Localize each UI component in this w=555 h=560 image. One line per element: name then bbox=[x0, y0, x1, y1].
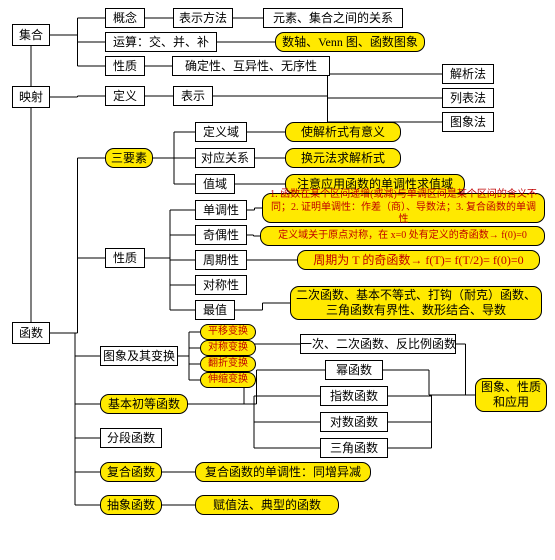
node-zz: 最值 bbox=[195, 300, 235, 320]
node-sjhx: 三角函数 bbox=[320, 438, 388, 458]
node-fn: 函数 bbox=[12, 322, 50, 344]
node-dygx_note: 换元法求解析式 bbox=[285, 148, 401, 168]
node-ddx: 单调性 bbox=[195, 200, 247, 220]
node-dcbh: 对称变换 bbox=[200, 340, 256, 356]
node-tuxiang: 图象法 bbox=[442, 112, 494, 132]
node-concept: 概念 bbox=[105, 8, 145, 28]
node-fzbh: 翻折变换 bbox=[200, 356, 256, 372]
node-mi: 幂函数 bbox=[325, 360, 383, 380]
node-cx_note: 赋值法、典型的函数 bbox=[195, 495, 339, 515]
node-map: 映射 bbox=[12, 86, 50, 108]
node-yeb: 一次、二次函数、反比例函数 bbox=[300, 334, 456, 354]
node-zhi: 指数函数 bbox=[320, 386, 388, 406]
node-txbh: 图象及其变换 bbox=[100, 346, 178, 366]
node-repr2: 表示 bbox=[173, 86, 213, 106]
node-dcx: 对称性 bbox=[195, 275, 247, 295]
node-ddx_note: 1. 函数在某个区间递增(或减)与单调区间是某个区间的含义不同；2. 证明单调性… bbox=[262, 193, 545, 223]
node-pybh: 平移变换 bbox=[200, 324, 256, 340]
node-repr: 表示方法 bbox=[173, 8, 233, 28]
node-jiexi: 解析法 bbox=[442, 64, 494, 84]
node-def: 定义 bbox=[105, 86, 145, 106]
node-sanyaosu: 三要素 bbox=[105, 148, 153, 168]
node-fhhx: 复合函数 bbox=[100, 462, 162, 482]
node-fn_props: 性质 bbox=[105, 248, 145, 268]
node-jbcd: 基本初等函数 bbox=[100, 394, 188, 414]
node-zz_note: 二次函数、基本不等式、打钩（耐克）函数、三角函数有界性、数形结合、导数 bbox=[290, 286, 542, 320]
node-ops: 运算：交、并、补 bbox=[105, 32, 217, 52]
node-txxy: 图象、性质和应用 bbox=[475, 378, 547, 412]
node-ssbh: 伸缩变换 bbox=[200, 372, 256, 388]
node-ops_note: 数轴、Venn 图、函数图象 bbox=[275, 32, 425, 52]
node-rel: 元素、集合之间的关系 bbox=[263, 8, 403, 28]
node-qox: 奇偶性 bbox=[195, 225, 247, 245]
node-dui: 对数函数 bbox=[320, 412, 388, 432]
node-dyy: 定义域 bbox=[195, 122, 247, 142]
node-props_note: 确定性、互异性、无序性 bbox=[172, 56, 330, 76]
node-fh_note: 复合函数的单调性：同增异减 bbox=[195, 462, 371, 482]
node-qox_note: 定义域关于原点对称，在 x=0 处有定义的奇函数→ f(0)=0 bbox=[260, 226, 545, 246]
node-zy: 值域 bbox=[195, 174, 235, 194]
node-dygx: 对应关系 bbox=[195, 148, 255, 168]
node-dyy_note: 使解析式有意义 bbox=[285, 122, 401, 142]
node-zqx: 周期性 bbox=[195, 250, 247, 270]
node-cxhx: 抽象函数 bbox=[100, 495, 162, 515]
node-set: 集合 bbox=[12, 24, 50, 46]
node-liebiao: 列表法 bbox=[442, 88, 494, 108]
node-zqx_note: 周期为 T 的奇函数→ f(T)= f(T/2)= f(0)=0 bbox=[297, 250, 540, 270]
node-fdhx: 分段函数 bbox=[100, 428, 162, 448]
node-props: 性质 bbox=[105, 56, 145, 76]
